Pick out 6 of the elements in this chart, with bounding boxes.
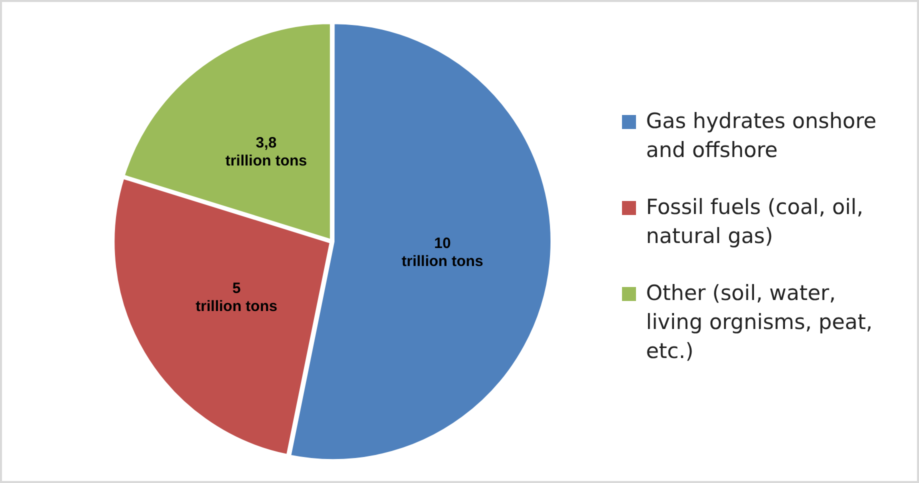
legend-label: Gas hydrates onshore and offshore <box>646 108 878 164</box>
data-label: 5 trillion tons <box>196 280 278 316</box>
data-label: 3,8 trillion tons <box>225 134 307 170</box>
data-label: 10 trillion tons <box>402 234 484 270</box>
legend-label: Fossil fuels (coal, oil, natural gas) <box>646 194 864 250</box>
legend-label: Other (soil, water, living orgnisms, peat, etc.) <box>646 280 874 365</box>
